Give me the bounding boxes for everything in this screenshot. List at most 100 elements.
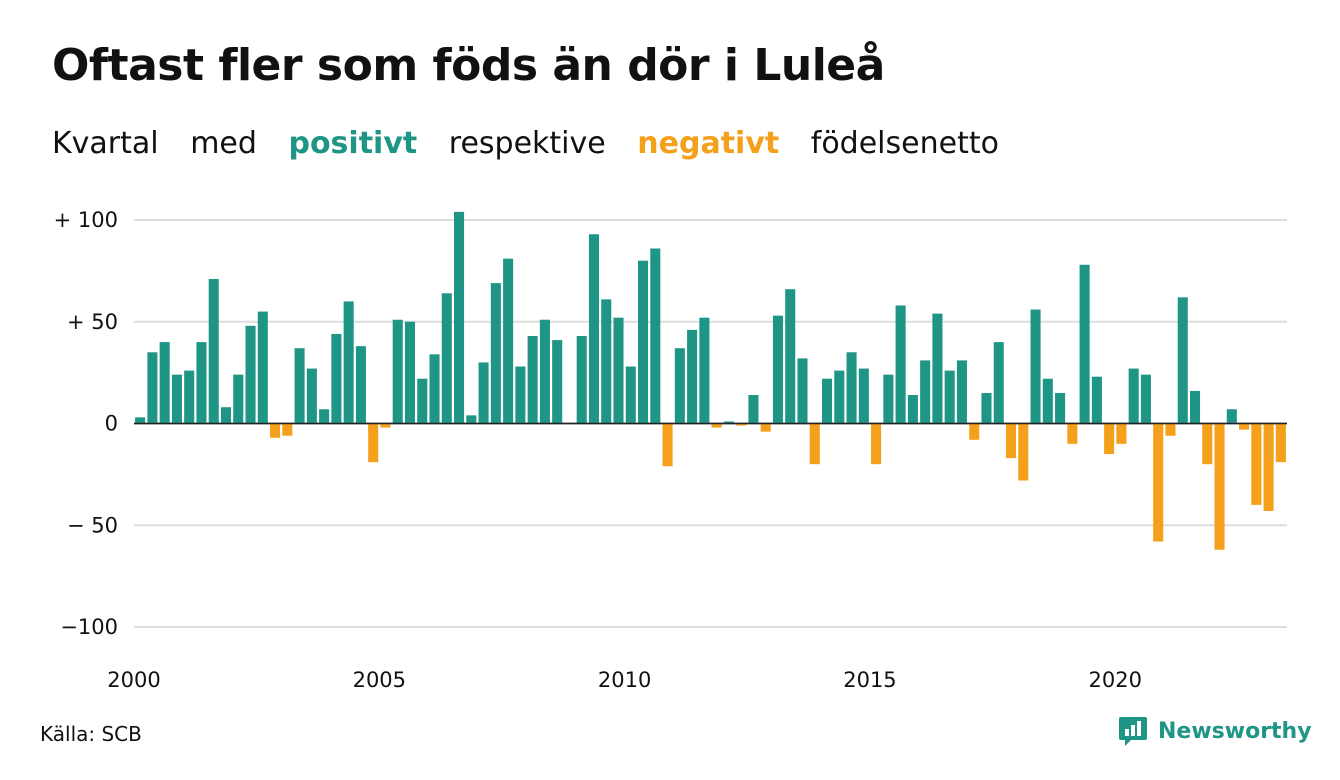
bar <box>993 342 1004 424</box>
y-tick-label: + 50 <box>67 310 118 334</box>
bar <box>306 368 317 424</box>
bar <box>478 362 489 424</box>
bar <box>368 423 379 463</box>
bar <box>576 336 587 424</box>
bar <box>1067 423 1078 444</box>
bar <box>1226 409 1237 424</box>
y-tick-label: 0 <box>105 412 118 436</box>
newsworthy-logo: Newsworthy <box>1118 715 1312 747</box>
bar <box>785 289 796 424</box>
bar <box>429 354 440 424</box>
bar <box>515 366 526 424</box>
bar <box>699 317 710 424</box>
bar <box>674 348 685 424</box>
bar <box>220 407 232 424</box>
x-tick-label: 2020 <box>1089 668 1142 692</box>
bar <box>171 374 182 424</box>
chart-title: Oftast fler som föds än dör i Luleå <box>52 40 885 91</box>
bar <box>723 421 734 424</box>
bar <box>1153 423 1164 542</box>
bar-chart: + 100 + 50 0 − 50 −100 2000 2005 2010 2015 2020 <box>54 208 1287 692</box>
bar <box>245 325 256 424</box>
bar <box>736 423 747 426</box>
bar <box>1128 368 1139 424</box>
bar <box>625 366 636 424</box>
bar <box>380 423 391 428</box>
subtitle-word-respectively: respektive <box>448 126 606 161</box>
bar-chart-speech-icon <box>1119 717 1147 746</box>
bar <box>355 346 366 424</box>
bar <box>539 319 550 424</box>
subtitle-positive-label: positivt <box>288 126 418 161</box>
bar <box>981 392 992 424</box>
bar <box>490 283 501 424</box>
bar <box>441 293 452 424</box>
bar <box>1091 376 1102 424</box>
x-tick-label: 2005 <box>353 668 406 692</box>
x-tick-label: 2000 <box>107 668 160 692</box>
bar <box>184 370 195 424</box>
bar <box>454 211 465 424</box>
bar <box>1189 390 1201 424</box>
bar <box>944 370 955 424</box>
bar <box>969 423 980 440</box>
bar <box>331 333 342 424</box>
bar <box>1042 378 1053 424</box>
bar <box>1165 423 1176 436</box>
bar <box>809 423 820 465</box>
bar <box>650 248 661 424</box>
bar <box>858 368 869 424</box>
bar <box>772 315 783 424</box>
bar <box>527 336 538 424</box>
x-tick-label: 2015 <box>843 668 896 692</box>
bar <box>1177 297 1188 424</box>
bar <box>257 311 268 424</box>
bar <box>822 378 833 424</box>
bar <box>613 317 624 424</box>
y-tick-label: + 100 <box>54 208 118 232</box>
y-tick-label: −100 <box>60 615 118 639</box>
bar <box>343 301 354 424</box>
bar <box>503 258 514 424</box>
bar <box>208 279 219 424</box>
bar <box>760 423 771 432</box>
subtitle-word-birth-net: födelsenetto <box>810 126 999 161</box>
bar <box>1104 423 1115 455</box>
bar <box>135 417 146 424</box>
bar <box>834 370 845 424</box>
bar <box>392 319 403 424</box>
bar <box>932 313 943 424</box>
bar <box>883 374 894 424</box>
bar <box>920 360 931 424</box>
chart-subtitle: Kvartal med positivt respektive negativt… <box>52 126 1021 161</box>
bar <box>1263 423 1274 511</box>
bar <box>711 423 722 428</box>
bar <box>1275 423 1286 463</box>
bar <box>1116 423 1127 444</box>
bar <box>417 378 428 424</box>
bar <box>1030 309 1041 424</box>
bar <box>1239 423 1250 430</box>
x-tick-label: 2010 <box>598 668 651 692</box>
logo-text: Newsworthy <box>1158 718 1312 744</box>
bar <box>1251 423 1262 505</box>
bar <box>1202 423 1213 465</box>
bar <box>233 374 244 424</box>
bar <box>1055 392 1066 424</box>
subtitle-word-quarters: Kvartal <box>52 126 159 161</box>
bar <box>159 342 170 424</box>
bar <box>404 321 416 424</box>
bar <box>748 395 759 424</box>
bar <box>1018 423 1029 481</box>
bar <box>588 234 599 424</box>
bar <box>294 348 305 424</box>
bar <box>319 409 330 424</box>
bar <box>552 340 563 424</box>
source-note: Källa: SCB <box>40 722 142 746</box>
bar <box>907 395 918 424</box>
bar <box>282 423 293 436</box>
bar <box>1005 423 1017 459</box>
bar <box>895 305 906 424</box>
bar <box>871 423 882 465</box>
bar <box>1214 423 1225 550</box>
